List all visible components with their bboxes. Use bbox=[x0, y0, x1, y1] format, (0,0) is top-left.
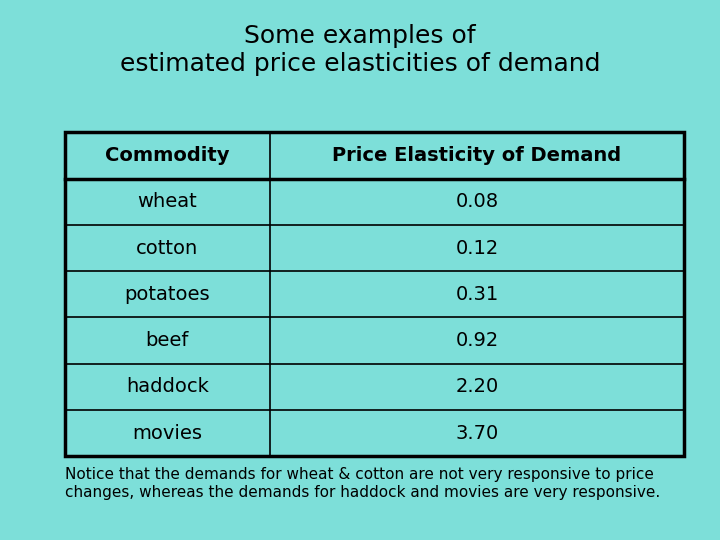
Text: wheat: wheat bbox=[138, 192, 197, 211]
Text: haddock: haddock bbox=[126, 377, 209, 396]
Text: 3.70: 3.70 bbox=[455, 424, 499, 443]
Text: 0.12: 0.12 bbox=[455, 239, 499, 258]
Text: Price Elasticity of Demand: Price Elasticity of Demand bbox=[333, 146, 621, 165]
Text: movies: movies bbox=[132, 424, 202, 443]
Text: 0.08: 0.08 bbox=[456, 192, 498, 211]
Bar bbox=[65, 132, 684, 456]
Text: beef: beef bbox=[145, 331, 189, 350]
Text: Commodity: Commodity bbox=[105, 146, 230, 165]
Text: potatoes: potatoes bbox=[125, 285, 210, 304]
Text: 0.92: 0.92 bbox=[455, 331, 499, 350]
Text: 2.20: 2.20 bbox=[455, 377, 499, 396]
Text: Some examples of
estimated price elasticities of demand: Some examples of estimated price elastic… bbox=[120, 24, 600, 76]
Text: 0.31: 0.31 bbox=[455, 285, 499, 304]
Text: cotton: cotton bbox=[136, 239, 199, 258]
Text: Notice that the demands for wheat & cotton are not very responsive to price
chan: Notice that the demands for wheat & cott… bbox=[65, 467, 660, 500]
